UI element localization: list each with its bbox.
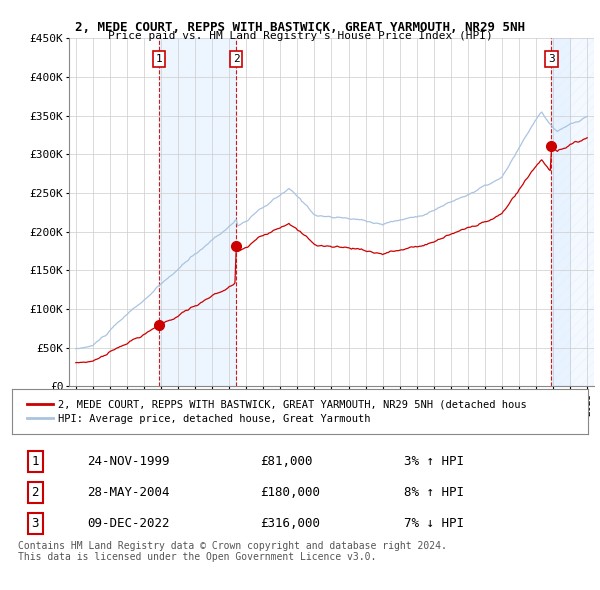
- Bar: [160, 38, 236, 386]
- Text: 3: 3: [548, 54, 555, 64]
- Bar: [551, 38, 570, 386]
- Text: £180,000: £180,000: [260, 486, 320, 499]
- Text: 2, MEDE COURT, REPPS WITH BASTWICK, GREAT YARMOUTH, NR29 5NH: 2, MEDE COURT, REPPS WITH BASTWICK, GREA…: [75, 21, 525, 34]
- Text: 28-MAY-2004: 28-MAY-2004: [87, 486, 169, 499]
- Text: 09-DEC-2022: 09-DEC-2022: [87, 517, 169, 530]
- Text: 3% ↑ HPI: 3% ↑ HPI: [404, 455, 464, 468]
- Text: 2: 2: [233, 54, 239, 64]
- Text: 8% ↑ HPI: 8% ↑ HPI: [404, 486, 464, 499]
- Text: This data is licensed under the Open Government Licence v3.0.: This data is licensed under the Open Gov…: [18, 552, 376, 562]
- Text: £316,000: £316,000: [260, 517, 320, 530]
- Legend: 2, MEDE COURT, REPPS WITH BASTWICK, GREAT YARMOUTH, NR29 5NH (detached hous, HPI: 2, MEDE COURT, REPPS WITH BASTWICK, GREA…: [23, 395, 532, 428]
- Text: £81,000: £81,000: [260, 455, 312, 468]
- Text: 7% ↓ HPI: 7% ↓ HPI: [404, 517, 464, 530]
- Text: 2: 2: [31, 486, 39, 499]
- Text: 1: 1: [156, 54, 163, 64]
- Text: Contains HM Land Registry data © Crown copyright and database right 2024.: Contains HM Land Registry data © Crown c…: [18, 540, 446, 550]
- Text: 3: 3: [31, 517, 39, 530]
- Text: 1: 1: [31, 455, 39, 468]
- Text: 24-NOV-1999: 24-NOV-1999: [87, 455, 169, 468]
- Bar: [551, 38, 594, 386]
- Text: Price paid vs. HM Land Registry's House Price Index (HPI): Price paid vs. HM Land Registry's House …: [107, 31, 493, 41]
